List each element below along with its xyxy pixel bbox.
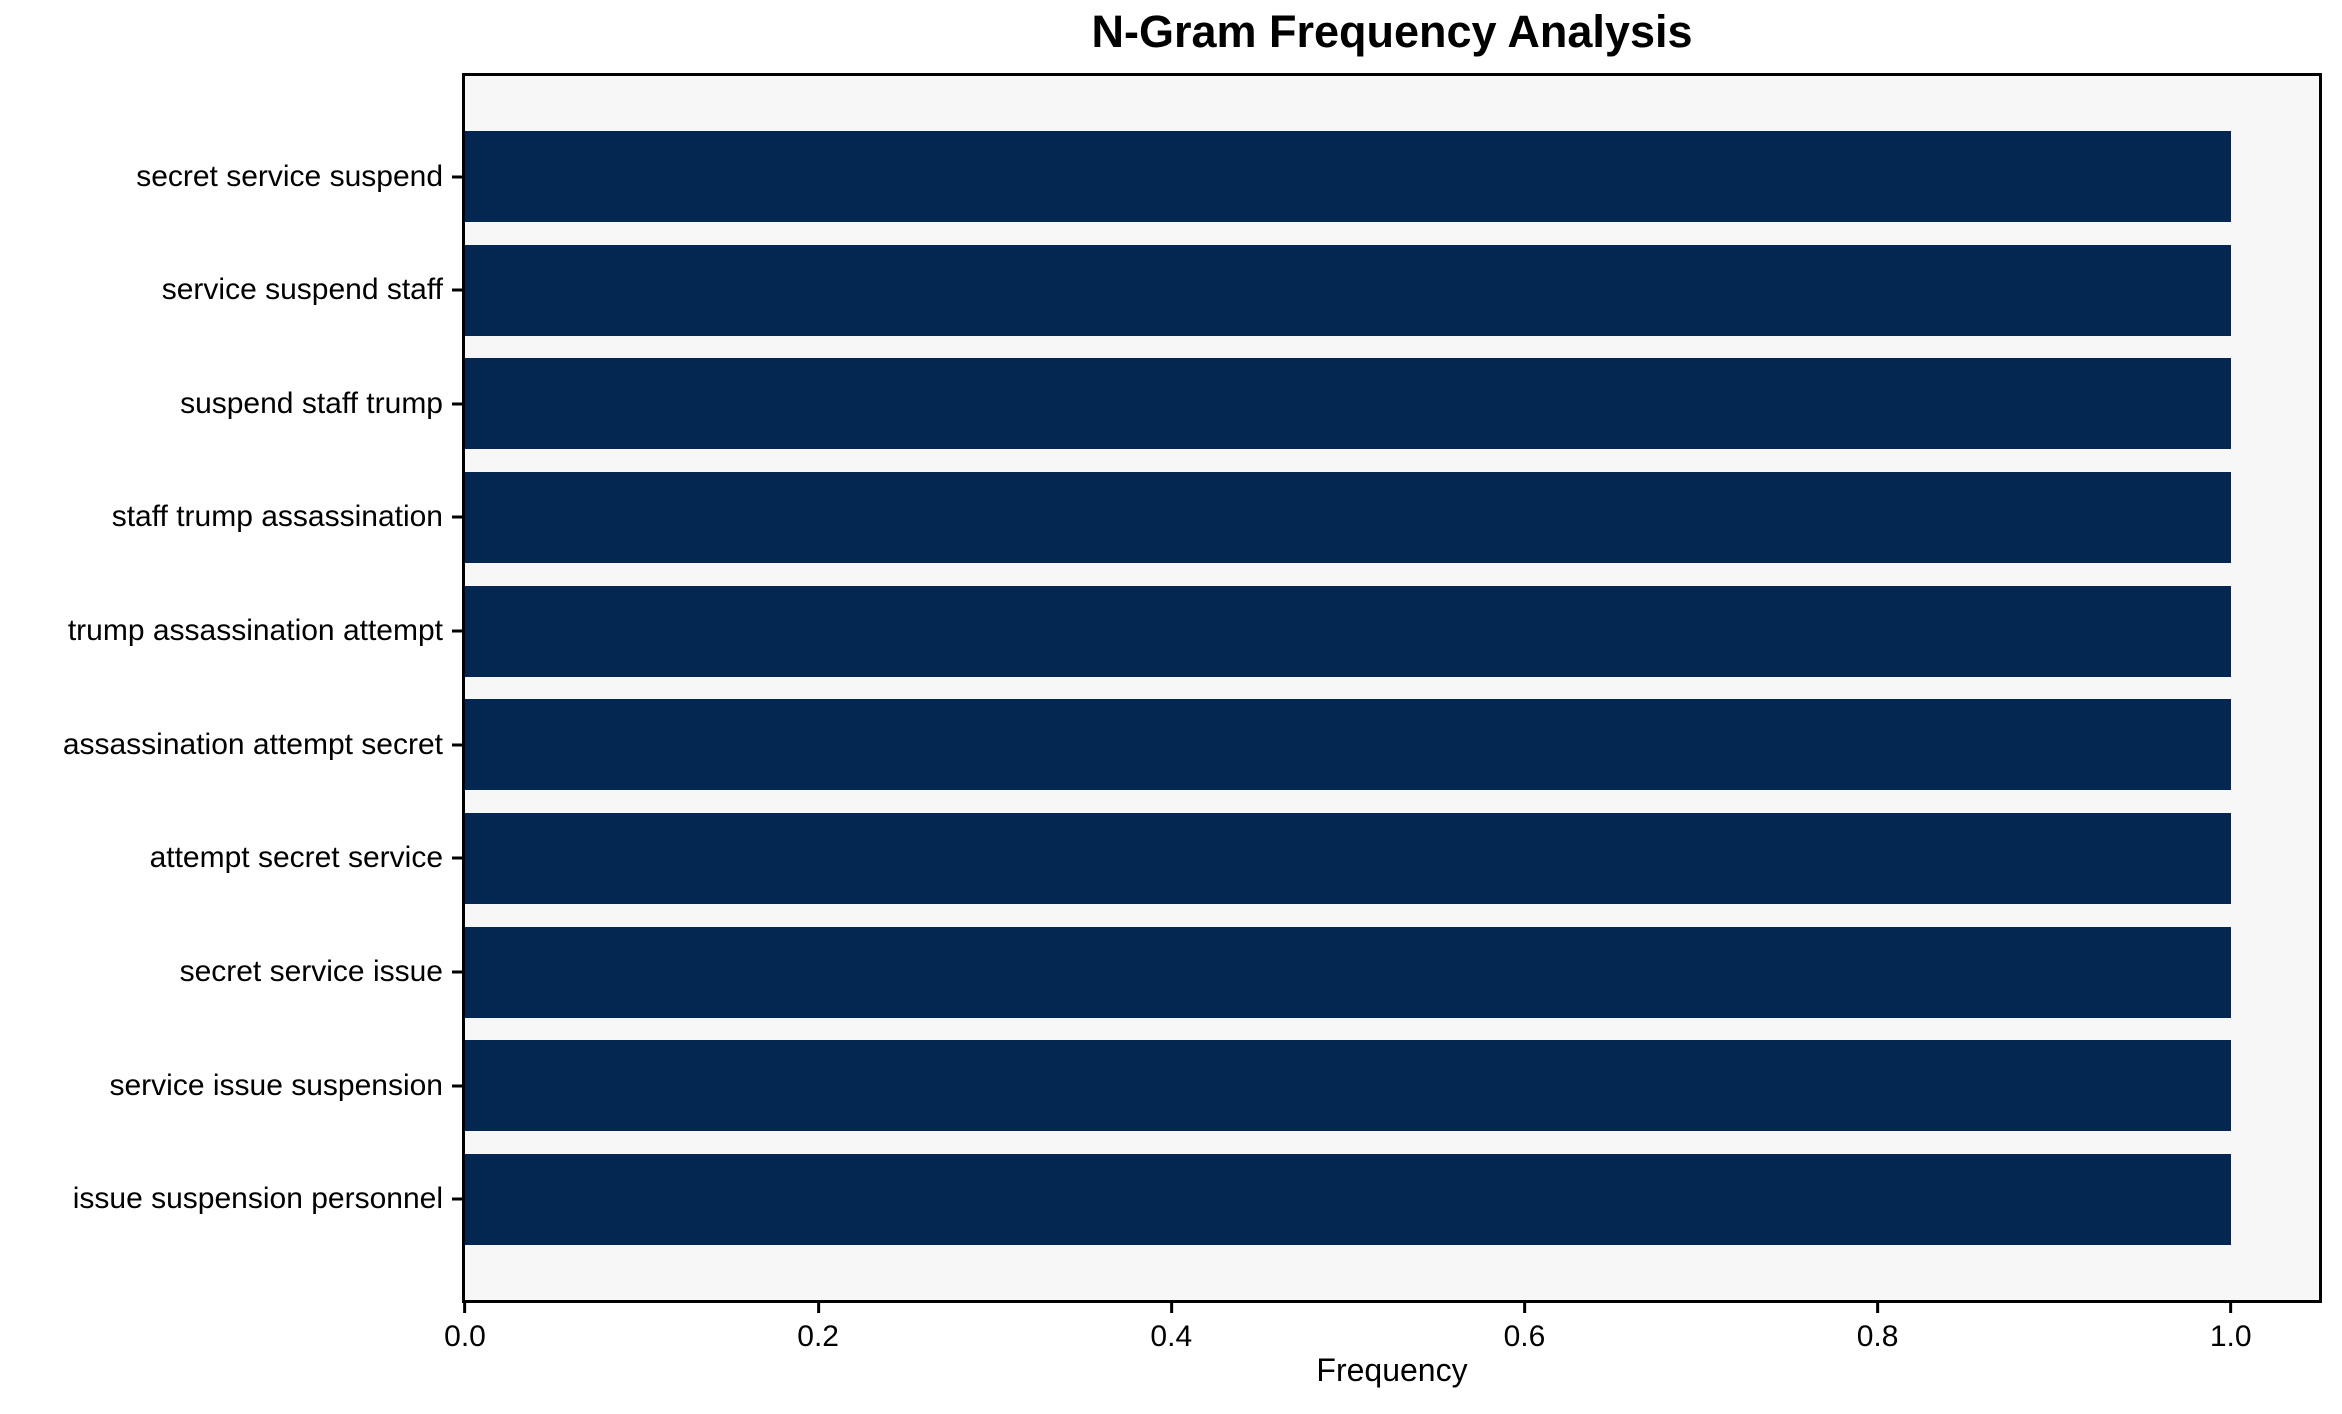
y-tick-label: attempt secret service <box>149 841 443 875</box>
y-tick-mark <box>452 856 462 860</box>
bar <box>465 585 2231 677</box>
bar-row: service issue suspension <box>109 1040 2319 1132</box>
x-tick-label: 0.6 <box>1503 1320 1546 1353</box>
y-tick-mark <box>452 288 462 292</box>
x-tick: 0.6 <box>1503 1303 1546 1353</box>
y-tick-mark <box>452 970 462 974</box>
y-tick-label: secret service suspend <box>136 159 443 193</box>
y-tick-mark <box>452 743 462 747</box>
bar <box>465 699 2231 791</box>
x-tick-label: 0.2 <box>797 1320 839 1353</box>
x-tick-mark <box>2229 1303 2233 1313</box>
chart-title: N-Gram Frequency Analysis <box>1091 6 1693 57</box>
y-tick-mark <box>452 1197 462 1201</box>
bar <box>465 926 2231 1018</box>
bar <box>465 131 2231 222</box>
bar-row: service suspend staff <box>162 244 2319 336</box>
bars-container: secret service suspend service suspend st… <box>63 76 2319 1300</box>
x-tick-mark <box>1169 1303 1173 1313</box>
y-tick-mark <box>452 629 462 633</box>
bar-row: issue suspension personnel <box>73 1153 2319 1245</box>
y-tick-label: secret service issue <box>179 955 443 989</box>
bar-row: secret service suspend <box>136 131 2319 222</box>
plot-area: secret service suspend service suspend st… <box>63 73 2322 1352</box>
bar-row: suspend staff trump <box>180 358 2319 450</box>
y-tick-label: issue suspension personnel <box>72 1182 443 1216</box>
y-tick-label: service issue suspension <box>109 1068 443 1102</box>
x-tick-label: 0.4 <box>1150 1320 1193 1353</box>
bar <box>465 1040 2231 1132</box>
y-tick-label: trump assassination attempt <box>67 614 443 648</box>
bar <box>465 244 2231 336</box>
x-tick-label: 0.8 <box>1856 1320 1899 1353</box>
x-tick-label: 0.0 <box>444 1320 486 1353</box>
y-tick-label: service suspend staff <box>161 273 443 307</box>
x-tick: 0.8 <box>1856 1303 1899 1353</box>
bar-row: staff trump assassination <box>112 471 2319 563</box>
y-tick-label: assassination attempt secret <box>62 727 443 761</box>
y-tick-mark <box>452 515 462 519</box>
bar-row: secret service issue <box>180 926 2319 1018</box>
y-tick-label: suspend staff trump <box>180 386 443 420</box>
y-tick-mark <box>452 402 462 406</box>
x-tick: 0.2 <box>797 1303 839 1352</box>
y-tick-label: staff trump assassination <box>111 500 443 534</box>
x-tick: 1.0 <box>2210 1303 2252 1352</box>
y-tick-mark <box>452 1084 462 1088</box>
x-tick-mark <box>1876 1303 1880 1313</box>
bar <box>465 471 2231 563</box>
bar <box>465 812 2231 904</box>
x-axis-label: Frequency <box>1316 1352 1468 1388</box>
x-tick-mark <box>816 1303 820 1313</box>
x-tick-mark <box>463 1303 467 1313</box>
y-tick-mark <box>452 175 462 178</box>
bar <box>465 1153 2231 1245</box>
bar <box>465 358 2231 450</box>
bar-row: trump assassination attempt <box>68 585 2319 677</box>
bar-row: attempt secret service <box>150 812 2319 904</box>
x-tick: 0.0 <box>444 1303 486 1352</box>
bar-row: assassination attempt secret <box>63 699 2319 791</box>
x-tick-label: 1.0 <box>2209 1320 2252 1353</box>
x-tick: 0.4 <box>1150 1303 1192 1352</box>
x-tick-mark <box>1522 1303 1526 1313</box>
